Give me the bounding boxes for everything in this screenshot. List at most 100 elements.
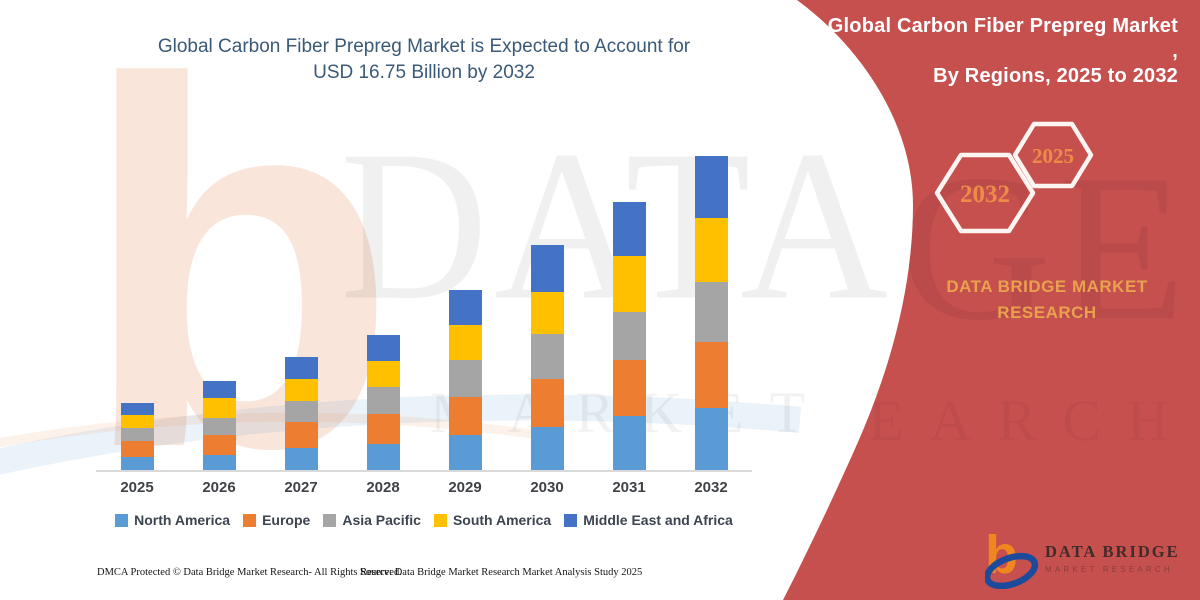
stacked-bar-2032 xyxy=(694,155,728,470)
chart-legend: North America Europe Asia Pacific South Ame… xyxy=(96,512,752,528)
hexagon-2025-label: 2025 xyxy=(1032,144,1074,168)
segment-north-america-2028 xyxy=(366,443,400,470)
segment-asia-pacific-2032 xyxy=(694,281,728,342)
bar-column-2030 xyxy=(506,150,588,470)
legend-item-north-america: North America xyxy=(115,512,230,528)
segment-north-america-2032 xyxy=(694,408,728,470)
segment-middle-east-and-africa-2031 xyxy=(612,201,646,257)
bar-column-2031 xyxy=(588,150,670,470)
bar-column-2027 xyxy=(260,150,342,470)
page-title-line1: Global Carbon Fiber Prepreg Market is Ex… xyxy=(157,36,691,57)
segment-asia-pacific-2029 xyxy=(448,360,482,397)
segment-asia-pacific-2031 xyxy=(612,311,646,361)
segment-north-america-2031 xyxy=(612,415,646,470)
segment-south-america-2031 xyxy=(612,256,646,312)
segment-asia-pacific-2027 xyxy=(284,400,318,423)
data-bridge-logo: b DATA BRIDGE MARKET RESEARCH xyxy=(985,527,1180,589)
segment-middle-east-and-africa-2029 xyxy=(448,290,482,325)
hexagon-2032-label: 2032 xyxy=(960,181,1010,208)
segment-south-america-2025 xyxy=(120,414,154,428)
legend-swatch-europe xyxy=(243,513,257,527)
x-axis-label-2025: 2025 xyxy=(120,479,154,496)
segment-north-america-2026 xyxy=(202,455,236,470)
x-axis-labels: 2025 2026 2027 2028 2029 2030 2031 2032 xyxy=(96,479,752,496)
segment-north-america-2027 xyxy=(284,447,318,470)
segment-south-america-2030 xyxy=(530,291,564,335)
page-title: Global Carbon Fiber Prepreg Market is Ex… xyxy=(92,34,756,86)
brand-text-line2: RESEARCH xyxy=(997,303,1097,322)
x-axis-label-2032: 2032 xyxy=(694,479,728,496)
panel-heading: Global Carbon Fiber Prepreg Market , By … xyxy=(820,14,1178,89)
segment-asia-pacific-2026 xyxy=(202,417,236,436)
page-title-line2: USD 16.75 Billion by 2032 xyxy=(313,62,535,83)
x-axis-label-2026: 2026 xyxy=(202,479,236,496)
bar-column-2025 xyxy=(96,150,178,470)
x-axis-label-2029: 2029 xyxy=(448,479,482,496)
stacked-bar-2031 xyxy=(612,201,646,470)
segment-europe-2032 xyxy=(694,341,728,409)
legend-item-asia-pacific: Asia Pacific xyxy=(323,512,421,528)
segment-middle-east-and-africa-2032 xyxy=(694,155,728,218)
segment-europe-2030 xyxy=(530,379,564,427)
segment-europe-2027 xyxy=(284,422,318,448)
bar-column-2032 xyxy=(670,150,752,470)
bar-column-2028 xyxy=(342,150,424,470)
segment-north-america-2025 xyxy=(120,456,154,470)
panel-heading-line2: By Regions, 2025 to 2032 xyxy=(933,65,1178,87)
segment-south-america-2032 xyxy=(694,217,728,282)
segment-asia-pacific-2028 xyxy=(366,386,400,414)
legend-label-south-america: South America xyxy=(452,512,552,528)
red-panel-shape xyxy=(783,0,1200,600)
segment-south-america-2027 xyxy=(284,379,318,401)
stacked-bar-2028 xyxy=(366,334,400,470)
legend-swatch-asia-pacific xyxy=(323,513,337,527)
logo-tagline: MARKET RESEARCH xyxy=(1045,565,1173,574)
x-axis-label-2027: 2027 xyxy=(284,479,318,496)
legend-label-europe: Europe xyxy=(262,512,311,528)
segment-middle-east-and-africa-2026 xyxy=(202,380,236,398)
logo-b-icon: b xyxy=(985,527,1039,589)
bar-column-2026 xyxy=(178,150,260,470)
brand-text-line1: DATA BRIDGE MARKET xyxy=(946,277,1148,296)
segment-north-america-2029 xyxy=(448,435,482,470)
stacked-bar-chart xyxy=(96,150,752,472)
legend-item-middle-east-and-africa: Middle East and Africa xyxy=(564,512,733,528)
brand-text: DATA BRIDGE MARKET RESEARCH xyxy=(940,274,1154,326)
logo-swoosh-icon xyxy=(985,552,1039,589)
segment-asia-pacific-2030 xyxy=(530,334,564,380)
segment-europe-2026 xyxy=(202,435,236,455)
segment-middle-east-and-africa-2030 xyxy=(530,245,564,292)
legend-label-north-america: North America xyxy=(134,512,231,528)
legend-label-middle-east-and-africa: Middle East and Africa xyxy=(583,512,733,528)
segment-asia-pacific-2025 xyxy=(120,427,154,442)
segment-middle-east-and-africa-2028 xyxy=(366,334,400,362)
legend-swatch-middle-east-and-africa xyxy=(564,513,578,527)
stacked-bar-2029 xyxy=(448,290,482,470)
bar-column-2029 xyxy=(424,150,506,470)
stacked-bar-2025 xyxy=(120,402,154,470)
legend-item-europe: Europe xyxy=(243,512,310,528)
segment-south-america-2029 xyxy=(448,324,482,361)
x-axis-label-2028: 2028 xyxy=(366,479,400,496)
hexagon-2032 xyxy=(934,152,1036,234)
segment-europe-2029 xyxy=(448,396,482,436)
segment-south-america-2026 xyxy=(202,397,236,418)
legend-swatch-north-america xyxy=(115,513,129,527)
legend-swatch-south-america xyxy=(433,513,447,527)
hexagon-badges: 2032 2025 xyxy=(934,121,1094,234)
x-axis-label-2031: 2031 xyxy=(612,479,646,496)
hexagon-2025 xyxy=(1012,121,1094,189)
x-axis-label-2030: 2030 xyxy=(530,479,564,496)
logo-name: DATA BRIDGE xyxy=(1045,542,1180,561)
legend-label-asia-pacific: Asia Pacific xyxy=(342,512,421,528)
stacked-bar-2026 xyxy=(202,380,236,470)
footer-source-text: Source: Data Bridge Market Research Mark… xyxy=(360,567,643,578)
stacked-bar-2027 xyxy=(284,357,318,470)
segment-north-america-2030 xyxy=(530,426,564,470)
legend-item-south-america: South America xyxy=(433,512,552,528)
panel-heading-line1: Global Carbon Fiber Prepreg Market , xyxy=(827,15,1178,62)
segment-middle-east-and-africa-2025 xyxy=(120,402,154,415)
segment-europe-2028 xyxy=(366,413,400,444)
